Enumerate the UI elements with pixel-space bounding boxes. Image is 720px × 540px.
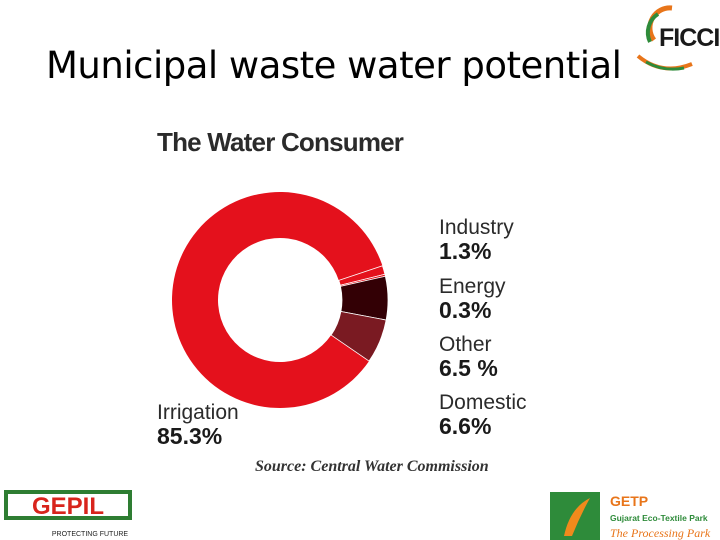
legend-value-energy: 0.3%: [439, 297, 492, 323]
legend-label-irrigation: Irrigation: [157, 401, 239, 424]
legend-item-domestic: Domestic 6.6%: [439, 392, 527, 438]
gepil-tagline: PROTECTING FUTURE: [52, 531, 129, 538]
legend-item-other: Other 6.5 %: [439, 334, 498, 380]
legend-item-industry: Industry 1.3%: [439, 217, 514, 263]
legend-label-energy: Energy: [439, 275, 506, 298]
ficci-logo-text: FICCI: [659, 24, 720, 52]
legend-value-other: 6.5 %: [439, 355, 498, 381]
gepil-logo-text: GEPIL: [32, 493, 104, 520]
legend-item-energy: Energy 0.3%: [439, 276, 506, 322]
legend-value-irrigation: 85.3%: [157, 423, 223, 449]
pie-slice-domestic: [330, 311, 387, 362]
getp-logo-text: GETP: [610, 493, 648, 509]
legend-label-domestic: Domestic: [439, 391, 527, 414]
legend-label-other: Other: [439, 333, 492, 356]
donut-chart: [172, 191, 389, 408]
getp-subtitle: Gujarat Eco-Textile Park: [610, 513, 708, 523]
slide-title: Municipal waste water potential: [46, 44, 622, 87]
gepil-logo: GEPIL PROTECTING FUTURE: [4, 490, 132, 538]
legend-value-domestic: 6.6%: [439, 413, 492, 439]
legend-label-industry: Industry: [439, 216, 514, 239]
getp-tagline: The Processing Park: [610, 526, 711, 540]
ficci-logo: [636, 5, 693, 71]
chart-title: The Water Consumer: [157, 127, 404, 157]
pie-slice-irrigation: [172, 191, 383, 408]
legend-item-irrigation: Irrigation 85.3%: [157, 402, 239, 448]
chart-source: Source: Central Water Commission: [255, 458, 489, 475]
getp-logo: GETP Gujarat Eco-Textile Park The Proces…: [550, 492, 711, 540]
legend-value-industry: 1.3%: [439, 238, 492, 264]
